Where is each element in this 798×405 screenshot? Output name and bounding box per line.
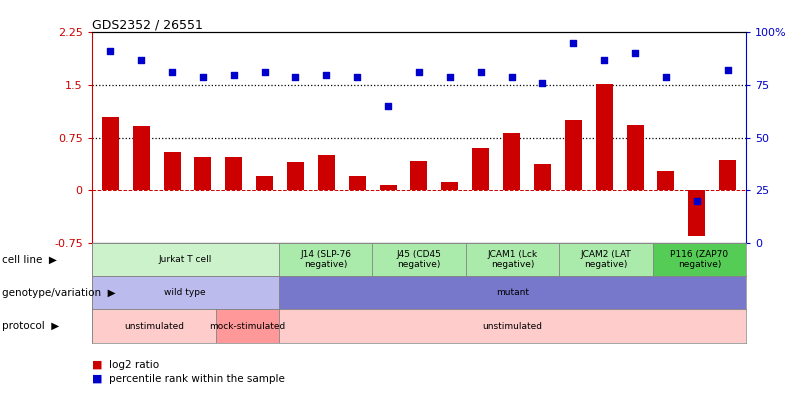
- Text: ■: ■: [92, 360, 102, 370]
- Point: [721, 67, 734, 74]
- Text: cell line  ▶: cell line ▶: [2, 255, 57, 264]
- Bar: [372, 243, 466, 276]
- Text: J45 (CD45
negative): J45 (CD45 negative): [397, 250, 441, 269]
- Point: [444, 73, 456, 80]
- Text: ■: ■: [92, 374, 102, 384]
- Point: [474, 69, 487, 76]
- Bar: [164, 152, 180, 190]
- Bar: [441, 182, 458, 190]
- Bar: [595, 84, 613, 190]
- Text: genotype/variation  ▶: genotype/variation ▶: [2, 288, 115, 298]
- Bar: [279, 243, 372, 276]
- Bar: [279, 309, 746, 343]
- Bar: [472, 148, 489, 190]
- Text: log2 ratio: log2 ratio: [109, 360, 160, 370]
- Text: J14 (SLP-76
negative): J14 (SLP-76 negative): [300, 250, 351, 269]
- Bar: [688, 190, 705, 236]
- Bar: [719, 160, 736, 190]
- Bar: [287, 162, 304, 190]
- Text: JCAM1 (Lck
negative): JCAM1 (Lck negative): [488, 250, 538, 269]
- Point: [351, 73, 364, 80]
- Text: unstimulated: unstimulated: [124, 322, 184, 330]
- Point: [259, 69, 271, 76]
- Text: GDS2352 / 26551: GDS2352 / 26551: [92, 18, 203, 31]
- Text: Jurkat T cell: Jurkat T cell: [159, 255, 212, 264]
- Bar: [349, 176, 365, 190]
- Point: [659, 73, 672, 80]
- Bar: [559, 243, 653, 276]
- Point: [104, 48, 117, 55]
- Point: [536, 80, 549, 86]
- Text: P116 (ZAP70
negative): P116 (ZAP70 negative): [670, 250, 729, 269]
- Bar: [279, 276, 746, 309]
- Point: [196, 73, 209, 80]
- Point: [629, 50, 642, 57]
- Bar: [92, 309, 216, 343]
- Bar: [466, 243, 559, 276]
- Point: [567, 40, 579, 46]
- Point: [690, 198, 703, 204]
- Point: [381, 103, 394, 109]
- Bar: [92, 276, 279, 309]
- Bar: [102, 117, 119, 190]
- Bar: [225, 158, 243, 190]
- Bar: [410, 161, 428, 190]
- Bar: [216, 309, 279, 343]
- Bar: [534, 164, 551, 190]
- Bar: [380, 185, 397, 190]
- Point: [413, 69, 425, 76]
- Bar: [565, 120, 582, 190]
- Text: wild type: wild type: [164, 288, 206, 297]
- Bar: [132, 126, 150, 190]
- Text: protocol  ▶: protocol ▶: [2, 321, 59, 331]
- Point: [598, 57, 610, 63]
- Point: [135, 57, 148, 63]
- Text: unstimulated: unstimulated: [483, 322, 543, 330]
- Bar: [256, 176, 273, 190]
- Point: [227, 71, 240, 78]
- Text: percentile rank within the sample: percentile rank within the sample: [109, 374, 285, 384]
- Bar: [626, 125, 643, 190]
- Bar: [195, 158, 211, 190]
- Point: [166, 69, 179, 76]
- Bar: [318, 155, 335, 190]
- Bar: [653, 243, 746, 276]
- Point: [320, 71, 333, 78]
- Bar: [92, 243, 279, 276]
- Text: mutant: mutant: [496, 288, 529, 297]
- Text: JCAM2 (LAT
negative): JCAM2 (LAT negative): [580, 250, 631, 269]
- Bar: [503, 133, 520, 190]
- Point: [505, 73, 518, 80]
- Point: [289, 73, 302, 80]
- Text: mock-stimulated: mock-stimulated: [209, 322, 286, 330]
- Bar: [658, 171, 674, 190]
